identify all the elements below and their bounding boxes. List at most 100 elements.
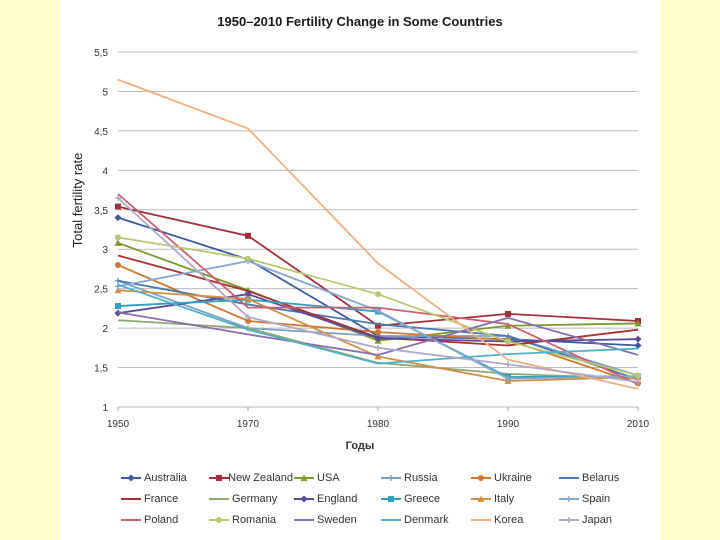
legend-swatch-icon	[120, 515, 142, 525]
y-tick-label: 3,5	[94, 206, 108, 217]
legend-item: France	[120, 491, 208, 506]
legend-item: Japan	[558, 512, 648, 527]
data-point	[505, 310, 511, 317]
y-tick-label: 5,5	[94, 48, 108, 59]
legend: Australia New Zealand USA Russia Ukraine Bela…	[120, 470, 660, 527]
data-point	[634, 319, 642, 327]
y-tick-label: 1,5	[94, 364, 108, 375]
data-point	[375, 344, 381, 351]
legend-item: Greece	[380, 491, 470, 506]
data-point	[375, 307, 381, 314]
legend-label: Russia	[404, 471, 438, 484]
legend-swatch-icon	[558, 473, 580, 483]
legend-swatch-icon	[470, 473, 492, 483]
series-line	[117, 311, 639, 356]
legend-swatch-icon	[293, 473, 315, 483]
legend-label: USA	[317, 471, 340, 484]
legend-swatch-icon	[293, 515, 315, 525]
data-point	[115, 203, 121, 210]
y-tick-label: 4	[102, 166, 108, 177]
data-point	[477, 495, 485, 502]
series-line	[117, 193, 639, 385]
series-japan	[115, 194, 641, 385]
series-sweden	[117, 311, 639, 356]
data-point	[114, 214, 122, 222]
data-point	[115, 194, 121, 201]
series-line	[117, 283, 639, 365]
legend-label: France	[144, 492, 179, 505]
legend-swatch-icon	[120, 494, 142, 504]
legend-item: Australia	[120, 470, 208, 485]
x-tick-labels: 1950 1970 1980 1990 2010	[107, 407, 650, 430]
data-point	[375, 322, 381, 329]
legend-label: Denmark	[404, 513, 449, 526]
data-point	[634, 335, 642, 343]
legend-item: New Zealand	[208, 470, 293, 485]
data-point	[245, 232, 251, 239]
data-point	[244, 295, 252, 302]
data-point	[115, 262, 121, 268]
x-tick-label: 1980	[367, 419, 390, 430]
legend-item: Sweden	[293, 512, 380, 527]
data-point	[244, 290, 252, 298]
data-point	[566, 495, 572, 502]
data-point	[114, 286, 122, 294]
x-tick-label: 1990	[497, 419, 520, 430]
legend-label: Spain	[582, 492, 611, 505]
data-point	[115, 234, 121, 241]
legend-label: Greece	[404, 492, 441, 505]
legend-swatch-icon	[558, 515, 580, 525]
data-point	[566, 516, 572, 523]
series-denmark	[117, 283, 639, 365]
chart-title: 1950–2010 Fertility Change in Some Count…	[217, 14, 503, 29]
legend-item: England	[293, 491, 380, 506]
legend-item: Spain	[558, 491, 648, 506]
legend-item: USA	[293, 470, 380, 485]
series-poland	[117, 193, 639, 385]
legend-label: Germany	[232, 492, 278, 505]
series-lines	[114, 78, 642, 390]
data-point	[505, 338, 511, 345]
legend-item: Denmark	[380, 512, 470, 527]
series-italy	[114, 286, 642, 384]
legend-swatch-icon	[558, 494, 580, 504]
chart-panel	[60, 0, 660, 540]
legend-label: Ukraine	[494, 471, 532, 484]
legend-label: New Zealand	[228, 471, 293, 484]
legend-label: Romania	[232, 513, 277, 526]
legend-item: Korea	[470, 512, 558, 527]
legend-swatch-icon	[208, 494, 230, 504]
legend-swatch-icon	[470, 515, 492, 525]
legend-swatch-icon	[120, 473, 142, 483]
legend-swatch-icon	[380, 473, 402, 483]
legend-item: Poland	[120, 512, 208, 527]
data-point	[216, 516, 222, 523]
data-point	[504, 322, 512, 329]
legend-item: Italy	[470, 491, 558, 506]
x-tick-label: 1970	[237, 419, 260, 430]
legend-swatch-icon	[208, 515, 230, 525]
data-point	[245, 255, 251, 262]
data-point	[375, 291, 381, 298]
legend-swatch-icon	[380, 494, 402, 504]
data-point	[216, 474, 222, 481]
data-point	[374, 353, 382, 360]
data-point	[374, 334, 382, 342]
data-point	[388, 474, 394, 481]
y-tick-label: 2,5	[94, 285, 108, 296]
y-tick-labels: 1 1,5 2 2,5 3 3,5 4 4,5 5 5,5	[94, 48, 108, 414]
y-tick-label: 4,5	[94, 127, 108, 138]
legend-item: Germany	[208, 491, 293, 506]
data-point	[375, 329, 381, 336]
legend-label: England	[317, 492, 358, 505]
data-point	[300, 495, 308, 502]
data-point	[114, 239, 122, 246]
legend-label: Italy	[494, 492, 515, 505]
data-point	[388, 495, 394, 502]
legend-label: Poland	[144, 513, 179, 526]
legend-label: Sweden	[317, 513, 357, 526]
data-point	[635, 372, 641, 379]
legend-item: Ukraine	[470, 470, 558, 485]
data-point	[635, 378, 641, 385]
legend-label: Australia	[144, 471, 187, 484]
